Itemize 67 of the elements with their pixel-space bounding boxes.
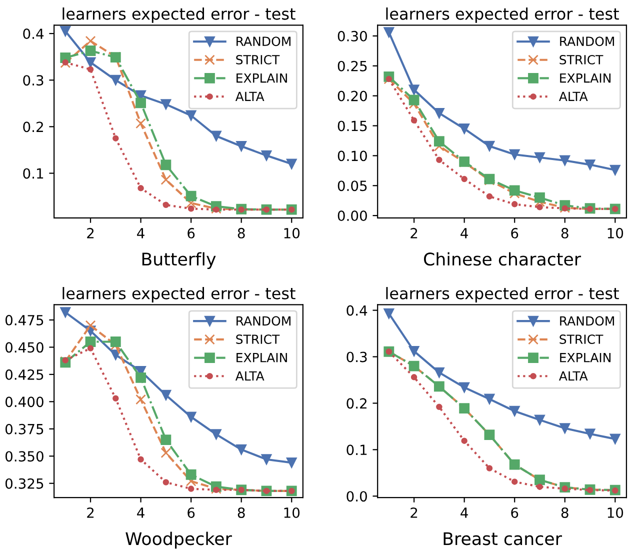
y-tick-label: 0.05 [338, 180, 367, 192]
y-tick-label: 0.425 [5, 369, 44, 380]
y-tick-label: 0.20 [338, 90, 367, 102]
y-tick-label: 0.15 [338, 120, 367, 132]
x-tick-label: 2 [410, 507, 418, 518]
x-tick-label: 10 [608, 228, 624, 238]
x-tick-label: 6 [188, 228, 195, 238]
x-tick-label: 2 [410, 228, 418, 238]
legend-label: RANDOM [236, 316, 290, 326]
y-tick-label: 0.375 [5, 424, 44, 434]
y-tick-label: 0.30 [338, 30, 367, 42]
y-tick-label: 0.00 [338, 210, 367, 222]
legend-label: ALTA [235, 92, 264, 101]
x-tick-label: 10 [284, 228, 300, 238]
legend-label: STRICT [236, 334, 280, 344]
legend-label: ALTA [558, 92, 588, 101]
x-tick-label: 4 [137, 228, 144, 238]
x-tick-label: 8 [238, 228, 245, 238]
y-tick-label: 0.3 [23, 75, 44, 86]
x-tick-label: 4 [460, 228, 468, 238]
chart-title: learners expected error - test [386, 287, 619, 302]
x-tick-label: 2 [87, 507, 94, 518]
x-tick-label: 8 [238, 507, 245, 518]
legend-label: ALTA [558, 371, 588, 381]
y-tick-label: 0.450 [5, 342, 44, 353]
y-tick-label: 0.2 [23, 122, 43, 132]
x-tick-label: 10 [284, 507, 300, 518]
x-axis-title: Chinese character [424, 252, 582, 266]
x-tick-label: 6 [511, 228, 518, 238]
y-tick-label: 0.325 [5, 478, 44, 489]
y-tick-label: 0.1 [23, 168, 44, 179]
x-tick-label: 2 [87, 228, 94, 238]
x-tick-label: 4 [460, 508, 468, 518]
y-tick-label: 0.4 [346, 305, 368, 316]
x-axis-title: Breast cancer [444, 532, 562, 546]
chart-title: learners expected error - test [386, 7, 619, 23]
x-tick-label: 6 [188, 507, 195, 518]
y-tick-label: 0.3 [346, 352, 367, 362]
y-tick-label: 0.350 [5, 451, 44, 462]
legend-label: ALTA [235, 371, 264, 381]
x-tick-label: 8 [561, 507, 568, 518]
legend-label: RANDOM [560, 316, 614, 326]
x-tick-label: 4 [137, 508, 144, 518]
chart-title: learners expected error - test [62, 7, 296, 23]
legend-label: RANDOM [236, 36, 290, 46]
y-tick-label: 0.4 [23, 28, 44, 40]
y-tick-label: 0.25 [338, 60, 367, 72]
legend-label: EXPLAIN [236, 73, 287, 83]
x-axis-title: Woodpecker [126, 532, 232, 549]
legend-label: STRICT [236, 54, 280, 64]
x-tick-label: 8 [561, 228, 568, 238]
legend-label: RANDOM [560, 36, 614, 46]
legend-label: EXPLAIN [560, 353, 610, 362]
y-tick-label: 0.475 [5, 314, 44, 326]
x-tick-label: 10 [608, 507, 624, 518]
x-axis-title: Butterfly [142, 252, 216, 270]
legend-label: EXPLAIN [236, 353, 287, 362]
y-tick-label: 0.0 [346, 491, 367, 502]
y-tick-label: 0.10 [338, 150, 367, 162]
legend-label: EXPLAIN [560, 73, 610, 83]
y-tick-label: 0.400 [5, 396, 44, 408]
chart-title: learners expected error - test [62, 287, 296, 302]
legend-label: STRICT [560, 54, 604, 64]
legend-label: STRICT [560, 334, 604, 344]
y-tick-label: 0.1 [346, 444, 367, 456]
y-tick-label: 0.2 [346, 398, 366, 409]
x-tick-label: 6 [511, 507, 518, 518]
